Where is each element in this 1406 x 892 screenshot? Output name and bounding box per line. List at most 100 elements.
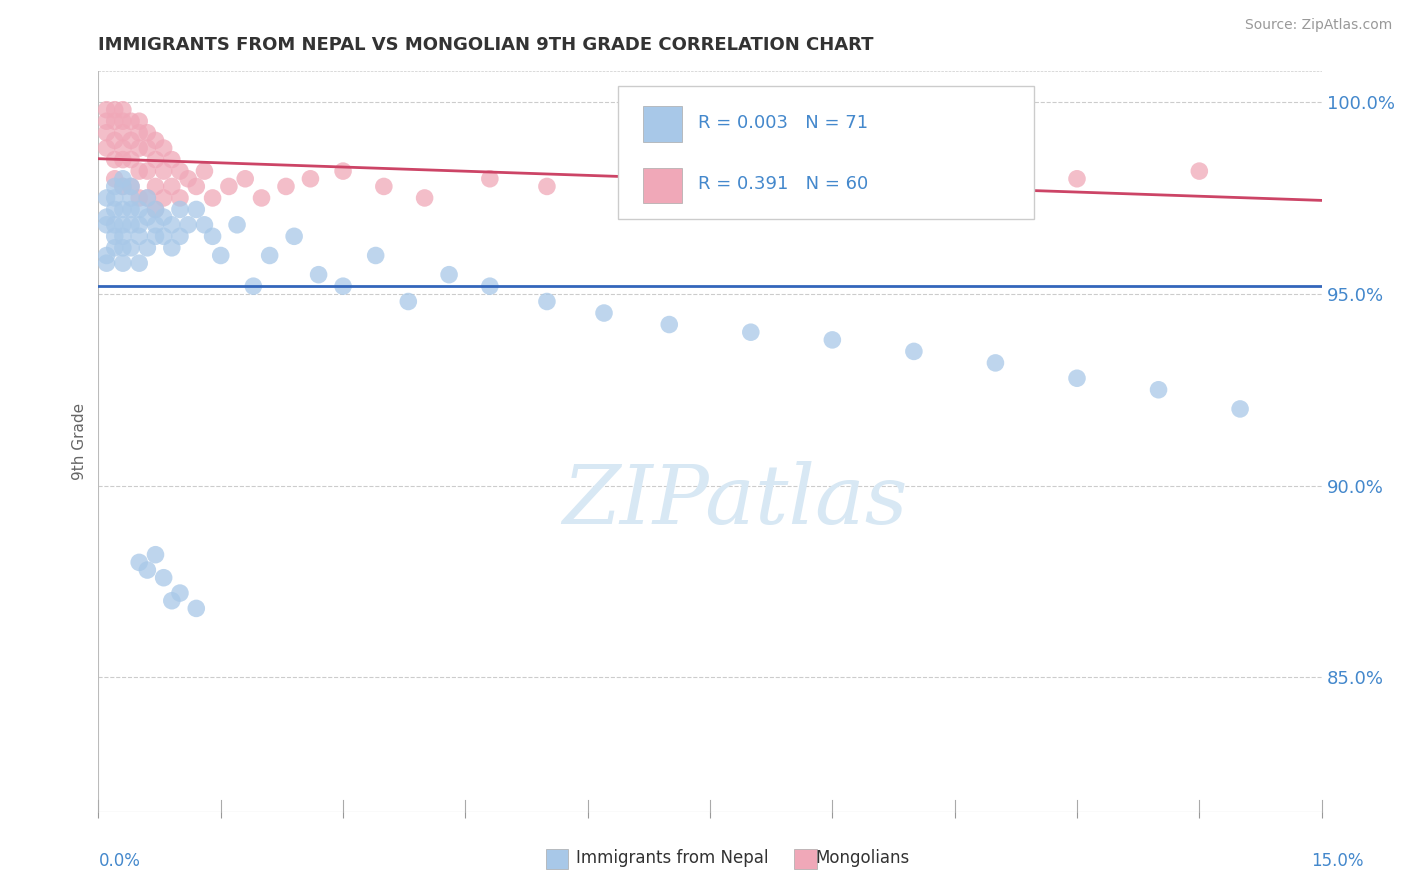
Point: [120, 191, 142, 205]
Point: [250, 191, 273, 205]
Point: [128, 256, 150, 270]
Point: [152, 229, 174, 244]
Bar: [643, 106, 682, 142]
Point: [169, 202, 191, 217]
Point: [120, 114, 142, 128]
Point: [111, 103, 134, 117]
Point: [111, 179, 134, 194]
Point: [862, 164, 884, 178]
Point: [152, 571, 174, 585]
Y-axis label: 9th Grade: 9th Grade: [72, 403, 87, 480]
Point: [111, 114, 134, 128]
Point: [128, 141, 150, 155]
Point: [177, 218, 200, 232]
Point: [128, 191, 150, 205]
Text: ZIPatlas: ZIPatlas: [562, 461, 907, 541]
Point: [699, 179, 721, 194]
Point: [104, 114, 127, 128]
Point: [396, 294, 419, 309]
Point: [120, 153, 142, 167]
Point: [193, 218, 215, 232]
Point: [218, 179, 240, 194]
Point: [111, 256, 134, 270]
Point: [120, 202, 142, 217]
Point: [145, 179, 167, 194]
Point: [111, 218, 134, 232]
Point: [111, 179, 134, 194]
Text: Source: ZipAtlas.com: Source: ZipAtlas.com: [1244, 18, 1392, 32]
Point: [160, 153, 183, 167]
Point: [136, 164, 159, 178]
Point: [128, 164, 150, 178]
Point: [1188, 164, 1211, 178]
Point: [111, 126, 134, 140]
Point: [104, 241, 127, 255]
Point: [283, 229, 305, 244]
Point: [658, 318, 681, 332]
Point: [104, 179, 127, 194]
Text: R = 0.003   N = 71: R = 0.003 N = 71: [697, 114, 868, 132]
Text: IMMIGRANTS FROM NEPAL VS MONGOLIAN 9TH GRADE CORRELATION CHART: IMMIGRANTS FROM NEPAL VS MONGOLIAN 9TH G…: [98, 36, 875, 54]
Point: [120, 133, 142, 147]
Point: [96, 218, 118, 232]
Text: 15.0%: 15.0%: [1312, 852, 1364, 870]
Point: [437, 268, 460, 282]
Point: [201, 191, 224, 205]
Point: [145, 133, 167, 147]
Point: [169, 164, 191, 178]
Point: [186, 179, 208, 194]
Point: [128, 202, 150, 217]
Point: [145, 229, 167, 244]
Point: [332, 279, 354, 293]
Point: [120, 241, 142, 255]
Point: [593, 306, 616, 320]
Point: [136, 210, 159, 224]
Point: [274, 179, 297, 194]
Point: [259, 248, 281, 262]
Point: [152, 164, 174, 178]
Point: [1066, 171, 1088, 186]
Point: [160, 218, 183, 232]
Point: [226, 218, 249, 232]
Point: [136, 563, 159, 577]
Point: [186, 202, 208, 217]
Point: [145, 202, 167, 217]
Point: [373, 179, 395, 194]
Bar: [643, 168, 682, 203]
Point: [96, 191, 118, 205]
Point: [96, 248, 118, 262]
Point: [169, 586, 191, 600]
Point: [136, 191, 159, 205]
Point: [413, 191, 436, 205]
Point: [308, 268, 330, 282]
Point: [96, 114, 118, 128]
Point: [943, 179, 966, 194]
Point: [984, 356, 1007, 370]
Point: [160, 179, 183, 194]
Point: [96, 256, 118, 270]
Point: [104, 218, 127, 232]
Point: [169, 191, 191, 205]
Point: [104, 133, 127, 147]
Point: [96, 210, 118, 224]
Point: [299, 171, 322, 186]
Point: [104, 153, 127, 167]
Point: [128, 555, 150, 569]
Point: [104, 229, 127, 244]
Point: [111, 202, 134, 217]
Point: [128, 218, 150, 232]
Point: [152, 141, 174, 155]
Point: [242, 279, 264, 293]
Point: [145, 202, 167, 217]
Point: [145, 153, 167, 167]
Point: [478, 279, 501, 293]
Point: [160, 241, 183, 255]
Text: R = 0.391   N = 60: R = 0.391 N = 60: [697, 175, 868, 193]
Point: [145, 548, 167, 562]
Point: [1066, 371, 1088, 385]
Point: [104, 103, 127, 117]
Point: [201, 229, 224, 244]
Point: [169, 229, 191, 244]
Point: [104, 171, 127, 186]
Point: [1229, 401, 1251, 416]
